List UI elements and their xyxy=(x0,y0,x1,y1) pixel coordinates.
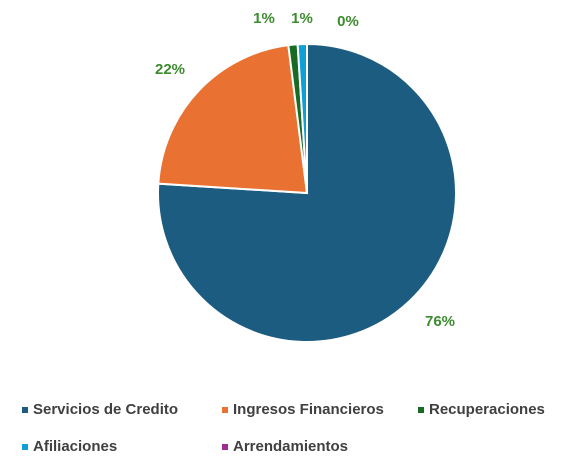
legend-swatch xyxy=(222,444,228,450)
data-label: 22% xyxy=(155,61,185,78)
legend-swatch xyxy=(222,407,228,413)
legend-label: Ingresos Financieros xyxy=(233,401,384,418)
data-label: 76% xyxy=(425,313,455,330)
legend-label: Recuperaciones xyxy=(429,401,545,418)
legend-swatch xyxy=(22,444,28,450)
data-label: 0% xyxy=(337,13,359,30)
legend-label: Arrendamientos xyxy=(233,438,348,455)
pie-slice xyxy=(157,44,309,195)
data-label: 1% xyxy=(253,10,275,27)
data-label: 1% xyxy=(291,10,313,27)
legend-label: Afiliaciones xyxy=(33,438,117,455)
legend-swatch xyxy=(22,407,28,413)
legend-swatch xyxy=(418,407,424,413)
legend-label: Servicios de Credito xyxy=(33,401,178,418)
